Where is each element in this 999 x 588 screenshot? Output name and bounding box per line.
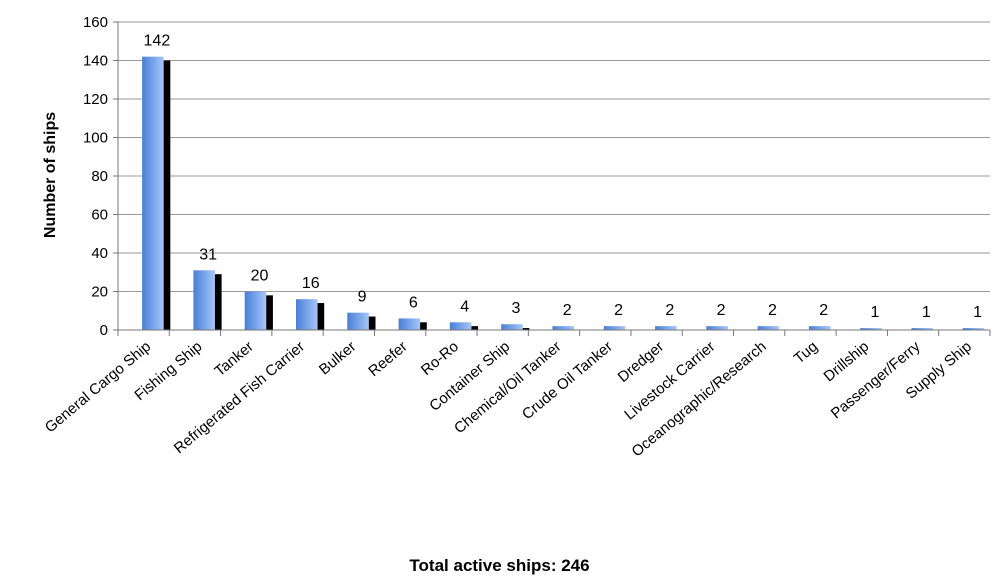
data-label-12: 2 [768,302,777,319]
bar-7 [501,324,523,330]
data-label-3: 16 [302,275,320,292]
data-label-4: 9 [358,289,367,306]
category-label-5: Reefer [365,338,410,380]
y-tick-label-0: 0 [100,322,108,339]
category-label-15: Passenger/Ferry [828,338,924,423]
bar-0 [142,56,164,331]
bar-dark-6 [471,326,479,330]
bar-15 [911,328,934,330]
category-label-9: Crude Oil Tanker [519,338,616,423]
category-label-4: Bulker [316,338,360,378]
bar-16 [962,328,985,330]
bar-2 [244,291,267,330]
y-axis-title: Number of ships [42,112,59,238]
axes [113,21,991,336]
bar-4 [347,312,369,330]
category-label-11: Livestock Carrier [621,338,718,423]
bar-5 [398,318,421,330]
data-label-15: 1 [922,304,931,321]
data-label-9: 2 [614,302,623,319]
bar-dark-1 [214,274,222,330]
data-label-2: 20 [251,268,269,285]
bar-6 [449,322,472,330]
category-label-2: Tanker [211,338,256,380]
category-label-6: Ro-Ro [418,338,462,379]
bar-1 [193,270,215,330]
y-tick-label-20: 20 [91,284,108,301]
data-label-8: 2 [563,302,572,319]
bars [142,56,985,331]
bar-12 [757,326,780,330]
data-label-16: 1 [973,304,982,321]
bar-dark-5 [420,322,427,330]
y-tick-label-140: 140 [83,53,108,70]
y-tick-label-80: 80 [91,168,108,185]
data-label-1: 31 [199,246,217,263]
bar-dark-2 [266,295,273,330]
y-tick-label-160: 160 [83,14,108,31]
bar-9 [603,326,626,330]
y-tick-label-100: 100 [83,130,108,147]
bar-10 [655,326,677,330]
y-tick-label-60: 60 [91,207,108,224]
y-tick-label-120: 120 [83,91,108,108]
bar-3 [295,299,318,330]
bar-8 [552,326,575,330]
bar-dark-3 [317,303,325,330]
bar-dark-0 [163,60,171,330]
bar-14 [860,328,882,330]
category-label-13: Tug [791,338,821,367]
data-label-0: 142 [144,33,171,50]
data-label-5: 6 [409,294,418,311]
bar-dark-7 [522,328,530,330]
bar-13 [808,326,831,330]
y-tick-label-40: 40 [91,245,108,262]
data-label-14: 1 [871,304,880,321]
data-label-11: 2 [717,302,726,319]
bar-dark-4 [368,316,376,330]
data-label-13: 2 [819,302,828,319]
data-label-7: 3 [511,300,520,317]
bar-11 [706,326,728,330]
data-label-10: 2 [665,302,674,319]
total-ships-footer: Total active ships: 246 [409,556,590,575]
data-label-6: 4 [460,298,469,315]
gridlines [118,21,990,331]
